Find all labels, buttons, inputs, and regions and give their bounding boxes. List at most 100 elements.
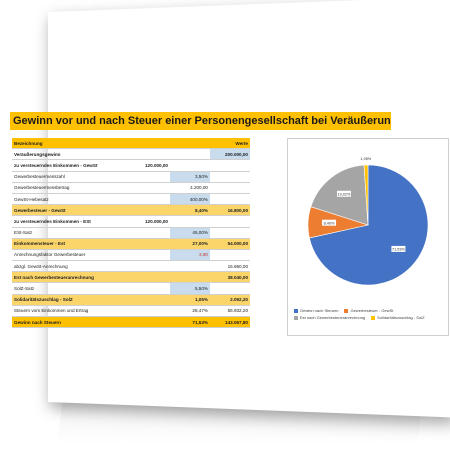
header-label: Bezeichnung (12, 138, 130, 150)
row-value: 400,00% (170, 193, 210, 206)
row-value (130, 282, 170, 295)
row-value: 2.092,20 (210, 294, 250, 306)
pie-data-label: 1,05% (358, 155, 373, 162)
row-label: Gewerbesteuermessbetrag (12, 182, 130, 194)
pie-data-label-box (358, 155, 373, 162)
row-value (130, 249, 170, 262)
row-value: 54.000,00 (210, 238, 250, 250)
row-label: ESt-Satz (12, 227, 130, 239)
table-row: zu versteuerndes Einkommen - GewSt 120.00… (12, 159, 250, 172)
pie-data-label-box (391, 245, 406, 252)
row-label: Veräußerungsgewinn (12, 148, 130, 161)
row-value (130, 171, 170, 183)
legend-swatch (344, 308, 349, 313)
row-value (130, 227, 170, 239)
row-value: 71,53% (170, 316, 210, 329)
row-value (170, 271, 210, 284)
row-value: 3,50% (170, 171, 210, 183)
row-value (210, 249, 250, 262)
calculation-table: Bezeichnung Werte Veräußerungsgewinn 200.… (12, 138, 250, 329)
row-value: 15.960,00 (210, 260, 250, 273)
row-value (210, 215, 250, 228)
legend-label: Gewinn nach Steuern (300, 308, 339, 313)
pie-data-label-box (322, 219, 337, 226)
row-value (170, 148, 210, 161)
row-value: 38.040,00 (210, 271, 250, 284)
row-value (130, 204, 170, 217)
row-label: Steuern vom Einkommen und Ertrag (12, 305, 130, 318)
pie-data-label-text: 19,02% (338, 192, 352, 196)
table-row: Einkommensteuer - Est 27,00% 54.000,00 (12, 238, 250, 250)
table-row: Est nach Gewerbesteueranrechnung 38.040,0… (12, 271, 250, 284)
row-value (130, 271, 170, 284)
row-label: Gewerbesteuer - GewSt (12, 204, 130, 217)
pie-chart-panel: 71,53% 8,40% 19,02% 1,05% Gewinn nach Steue… (287, 138, 449, 336)
pie-data-label: 19,02% (336, 190, 352, 197)
row-value: 28,47% (170, 305, 210, 318)
table-row: Solidaritätszuschlag - SolZ 1,05% 2.092,20 (12, 294, 250, 306)
row-value: 4.200,00 (170, 182, 210, 194)
chart-legend: Gewinn nach Steuern Gewerbesteuer - GewSt… (294, 307, 444, 321)
row-label: GewSt-Hebesatz (12, 193, 130, 206)
legend-swatch (371, 315, 376, 320)
legend-label: Solidaritätszuschlag - SolZ (377, 315, 425, 320)
row-value (210, 171, 250, 183)
row-value (130, 305, 170, 318)
row-value (130, 193, 170, 206)
pie-data-label-text: 8,40% (324, 221, 335, 225)
table-row: ESt-Satz 45,00% (12, 227, 250, 239)
row-value: 120.000,00 (130, 215, 170, 228)
legend-label: Gewerbesteuer - GewSt (350, 308, 394, 313)
row-value: 5,50% (170, 282, 210, 295)
row-value: 3,80 (170, 249, 210, 262)
row-value (210, 159, 250, 172)
table-row: Gewinn nach Steuern 71,53% 143.067,80 (12, 316, 250, 329)
row-value (210, 193, 250, 206)
table-row: Gewerbesteuermesszahl 3,50% (12, 171, 250, 183)
row-value: 16.800,00 (210, 204, 250, 217)
row-value (130, 148, 170, 161)
pie-slice (363, 164, 369, 226)
row-value: 1,05% (170, 294, 210, 306)
table-row: Steuern vom Einkommen und Ertrag 28,47% 56… (12, 305, 250, 318)
row-value (130, 182, 170, 194)
row-label: abzgl. GewSt-Anrechnung (12, 260, 130, 273)
row-value (210, 282, 250, 295)
row-value: 143.067,80 (210, 316, 250, 329)
row-label: Est nach Gewerbesteueranrechnung (12, 271, 130, 284)
legend-label: Est nach Gewerbesteueranrechnung (300, 315, 366, 320)
row-value: 45,00% (170, 227, 210, 239)
table-row: Gewerbesteuer - GewSt 8,40% 16.800,00 (12, 204, 250, 217)
row-value (170, 159, 210, 172)
legend-entry: Solidaritätszuschlag - SolZ (371, 314, 425, 321)
row-label: Gewinn nach Steuern (12, 316, 130, 329)
row-value: 200.000,00 (210, 148, 250, 161)
row-value (130, 294, 170, 306)
legend-entry: Gewinn nach Steuern (294, 307, 338, 314)
row-label: SolZ-Satz (12, 282, 130, 295)
row-value (210, 227, 250, 239)
row-value (130, 316, 170, 329)
row-value (130, 238, 170, 250)
pie-data-label: 8,40% (322, 219, 337, 226)
row-label: Solidaritätszuschlag - SolZ (12, 294, 130, 306)
row-label: Einkommensteuer - Est (12, 238, 130, 250)
pie-data-label-text: 71,53% (392, 248, 406, 252)
table-row: Anrechnungsfaktor Gewerbesteuer 3,80 (12, 249, 250, 262)
row-label: zu versteuerndes Einkommen - ESt (12, 215, 130, 228)
row-value: 27,00% (170, 238, 210, 250)
row-value (170, 260, 210, 273)
row-value (130, 260, 170, 273)
header-werte: Werte (210, 138, 250, 150)
table-row: GewSt-Hebesatz 400,00% (12, 193, 250, 206)
row-value: 56.932,20 (210, 305, 250, 318)
legend-swatch (294, 308, 298, 313)
table-row: Veräußerungsgewinn 200.000,00 (12, 148, 250, 161)
table-row: abzgl. GewSt-Anrechnung 15.960,00 (12, 260, 250, 273)
row-label: zu versteuerndes Einkommen - GewSt (12, 159, 130, 172)
table-row: SolZ-Satz 5,50% (12, 282, 250, 295)
row-value: 120.000,00 (130, 159, 170, 172)
row-value: 8,40% (170, 204, 210, 217)
pie-data-label-text: 1,05% (360, 157, 371, 161)
document-title: Gewinn vor und nach Steuer einer Persone… (10, 112, 391, 130)
